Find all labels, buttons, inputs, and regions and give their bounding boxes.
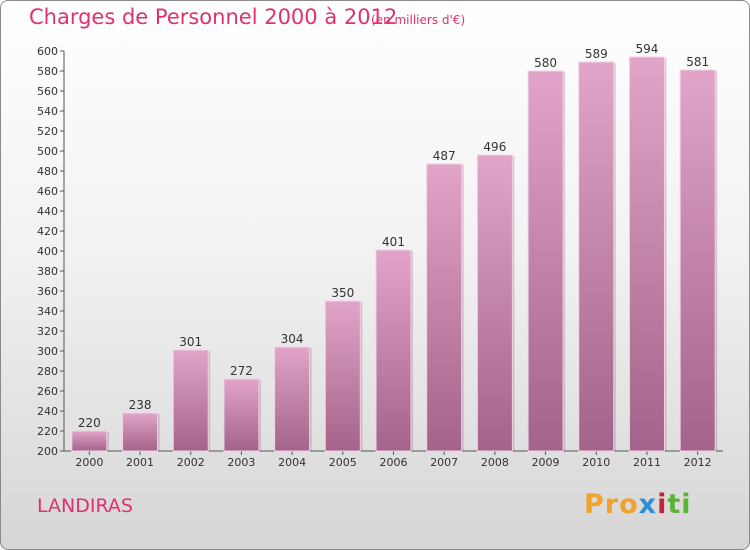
y-tick-label: 320 [37, 325, 58, 338]
logo-part-2: x [638, 489, 658, 520]
commune-name: LANDIRAS [37, 495, 133, 517]
y-tick-label: 580 [37, 65, 58, 78]
bar-2007 [426, 163, 463, 452]
value-label-2012: 581 [686, 55, 709, 69]
bar-2009 [527, 70, 564, 452]
y-tick-label: 540 [37, 105, 58, 118]
y-tick-label: 360 [37, 285, 58, 298]
bar-2002 [172, 349, 209, 452]
y-tick-label: 420 [37, 225, 58, 238]
value-label-2003: 272 [230, 364, 253, 378]
value-label-2007: 487 [433, 149, 456, 163]
bar-2012 [679, 69, 716, 452]
chart-title: Charges de Personnel 2000 à 2012 [29, 5, 398, 29]
x-tick-label-2002: 2002 [177, 456, 205, 469]
x-tick-label-2011: 2011 [633, 456, 661, 469]
chart-subtitle: (en milliers d'€) [371, 13, 466, 27]
x-tick-label-2009: 2009 [532, 456, 560, 469]
x-tick-label-2007: 2007 [430, 456, 458, 469]
x-tick-label-2001: 2001 [126, 456, 154, 469]
bar-2011 [628, 56, 665, 452]
bar-2006 [375, 249, 412, 452]
x-tick-label-2004: 2004 [278, 456, 306, 469]
y-tick-label: 260 [37, 385, 58, 398]
value-label-2001: 238 [129, 398, 152, 412]
x-tick-label-2006: 2006 [380, 456, 408, 469]
value-label-2004: 304 [281, 332, 304, 346]
y-tick-label: 400 [37, 245, 58, 258]
x-tick-label-2000: 2000 [75, 456, 103, 469]
bar-2001 [122, 412, 159, 452]
value-label-2006: 401 [382, 235, 405, 249]
chart-labels: 220 2000 238 2001 301 2002 272 2003 304 2004 350 20… [75, 42, 711, 469]
value-label-2000: 220 [78, 416, 101, 430]
y-tick-label: 520 [37, 125, 58, 138]
y-tick-label: 500 [37, 145, 58, 158]
y-tick-label: 340 [37, 305, 58, 318]
y-tick-label: 280 [37, 365, 58, 378]
bar-2005 [324, 300, 361, 452]
x-tick-label-2012: 2012 [684, 456, 712, 469]
chart-axes: 200 220 240 260 280 300 320 340 360 380 400 420 440 4… [37, 45, 723, 458]
y-tick-label: 380 [37, 265, 58, 278]
y-tick-label: 480 [37, 165, 58, 178]
bar-2000 [71, 430, 108, 452]
bar-2010 [578, 61, 615, 452]
y-tick-label: 600 [37, 45, 58, 58]
logo-part-1: Pro [584, 489, 639, 520]
logo-part-4: ti [667, 489, 692, 520]
bar-2004 [274, 346, 311, 452]
value-label-2011: 594 [636, 42, 659, 56]
x-tick-label-2005: 2005 [329, 456, 357, 469]
value-label-2010: 589 [585, 47, 608, 61]
x-tick-label-2008: 2008 [481, 456, 509, 469]
value-label-2008: 496 [483, 140, 506, 154]
y-tick-label: 460 [37, 185, 58, 198]
y-tick-label: 220 [37, 425, 58, 438]
bar-2003 [223, 378, 260, 452]
y-tick-label: 300 [37, 345, 58, 358]
value-label-2009: 580 [534, 56, 557, 70]
x-tick-label-2003: 2003 [227, 456, 255, 469]
value-label-2002: 301 [179, 335, 202, 349]
value-label-2005: 350 [331, 286, 354, 300]
y-tick-label: 440 [37, 205, 58, 218]
y-tick-label: 240 [37, 405, 58, 418]
logo-part-3: i [657, 489, 668, 520]
x-tick-label-2010: 2010 [582, 456, 610, 469]
y-tick-label: 200 [37, 445, 58, 458]
proxiti-logo[interactable]: Proxiti [584, 489, 692, 520]
y-tick-label: 560 [37, 85, 58, 98]
bar-2008 [476, 154, 513, 452]
chart-bars [71, 56, 718, 452]
